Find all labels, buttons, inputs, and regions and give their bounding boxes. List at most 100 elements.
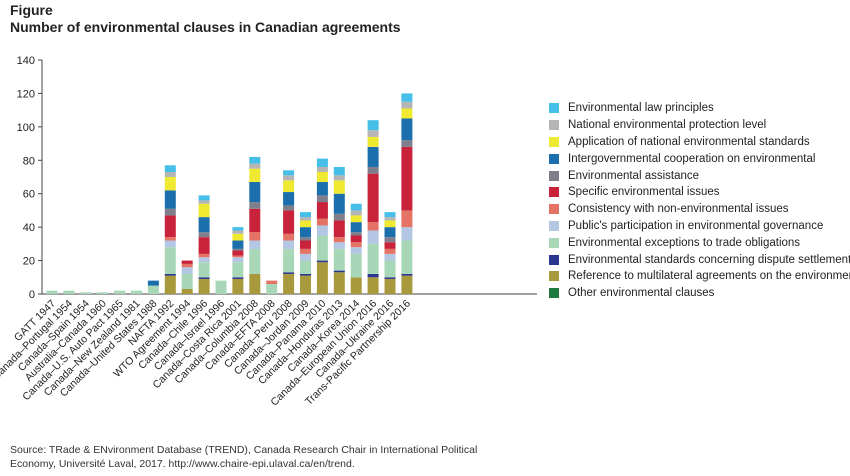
chart-title: Number of environmental clauses in Canad… (10, 19, 401, 35)
legend-label: Reference to multilateral agreements on … (568, 270, 850, 283)
legend-swatch (549, 153, 559, 164)
bar-segment (300, 240, 311, 249)
bar-segment (300, 248, 311, 254)
bar-segment (316, 218, 328, 226)
legend-label: Public's participation in environmental … (568, 219, 824, 232)
y-tick-label: 20 (23, 256, 35, 268)
bar-segment (283, 175, 295, 181)
bar-segment (401, 140, 413, 147)
legend-swatch (549, 170, 559, 181)
bar-segment (266, 280, 278, 284)
bar-segment (232, 230, 244, 234)
bar-segment (249, 202, 261, 209)
bar-segment (367, 146, 379, 167)
legend-swatch (549, 103, 559, 114)
bar-segment (300, 260, 311, 274)
bar-segment (283, 233, 295, 241)
bar-segment (384, 278, 396, 294)
legend-item: Other environmental clauses (549, 285, 850, 302)
y-tick-label: 100 (17, 122, 35, 134)
bar-segment (367, 222, 379, 231)
bar-segment (198, 257, 210, 263)
bar-segment (384, 220, 396, 228)
bar-segment (316, 182, 328, 196)
legend-swatch (549, 187, 559, 198)
bar-segment (147, 280, 159, 286)
bar-segment (384, 242, 396, 249)
bar-segment (333, 213, 345, 221)
bar-segment (333, 270, 345, 273)
bar-segment (164, 208, 176, 216)
legend-item: Environmental standards concerning dispu… (549, 251, 850, 268)
bar-segment (367, 130, 379, 137)
legend-item: Specific environmental issues (549, 184, 850, 201)
bar-segment (384, 212, 396, 218)
legend-swatch (549, 220, 559, 231)
legend-label: Consistency with non-environmental issue… (568, 203, 789, 216)
bar-segment (401, 93, 413, 102)
bar-segment (232, 262, 244, 278)
bar-segment (350, 215, 362, 223)
figure-header: Figure Number of environmental clauses i… (10, 2, 401, 36)
legend-item: Application of national environmental st… (549, 134, 850, 151)
bar-segment (350, 203, 362, 211)
bar-segment (316, 262, 328, 294)
bar-segment (198, 195, 210, 201)
legend-item: Reference to multilateral agreements on … (549, 268, 850, 285)
legend-label: Environmental exceptions to trade obliga… (568, 236, 801, 249)
bar-segment (232, 277, 244, 279)
bar-segment (316, 171, 328, 183)
source-line-1: Source: TRade & ENvironment Database (TR… (10, 444, 478, 456)
bar-segment (181, 260, 193, 264)
bar-segment (283, 192, 295, 206)
bar-segment (164, 165, 176, 172)
chart-legend: Environmental law principles National env… (549, 100, 850, 302)
bar-segment (401, 240, 413, 274)
bar-segment (300, 217, 311, 221)
bar-segment (164, 190, 176, 209)
bar-segment (80, 292, 92, 294)
bar-segment (367, 166, 379, 174)
legend-swatch (549, 120, 559, 131)
bar-segment (384, 260, 396, 278)
bar-segment (198, 262, 210, 278)
bar-segment (384, 217, 396, 221)
bar-segment (198, 237, 210, 254)
bar-segment (249, 273, 261, 294)
bar-segment (333, 272, 345, 294)
bar-segment (316, 260, 328, 263)
legend-item: Public's participation in environmental … (549, 218, 850, 235)
legend-item: National environmental protection level (549, 117, 850, 134)
bar-segment (249, 168, 261, 183)
bar-segment (232, 233, 244, 241)
bar-segment (350, 253, 362, 278)
bar-segment (232, 227, 244, 231)
bar-segment (164, 237, 176, 241)
legend-item: Environmental law principles (549, 100, 850, 117)
legend-swatch (549, 271, 559, 282)
bar-segment (367, 230, 379, 244)
bar-segment (249, 232, 261, 241)
bar-segment (232, 240, 244, 249)
bar-segment (198, 278, 210, 294)
bar-segment (300, 275, 311, 294)
bar-segment (333, 248, 345, 271)
bar-segment (367, 173, 379, 223)
bar-segment (401, 273, 413, 276)
bar-segment (232, 248, 244, 251)
bar-segment (181, 263, 193, 268)
legend-label: National environmental protection level (568, 119, 767, 132)
legend-swatch (549, 136, 559, 147)
bar-segment (333, 166, 345, 176)
bar-segment (367, 136, 379, 147)
bar-segment (283, 205, 295, 211)
bar-segment (164, 171, 176, 177)
legend-swatch (549, 254, 559, 265)
bar-segment (283, 180, 295, 193)
bar-segment (249, 182, 261, 203)
y-tick-label: 0 (29, 289, 35, 301)
bar-segment (283, 272, 295, 274)
bar-segment (164, 273, 176, 276)
bar-segment (249, 240, 261, 249)
